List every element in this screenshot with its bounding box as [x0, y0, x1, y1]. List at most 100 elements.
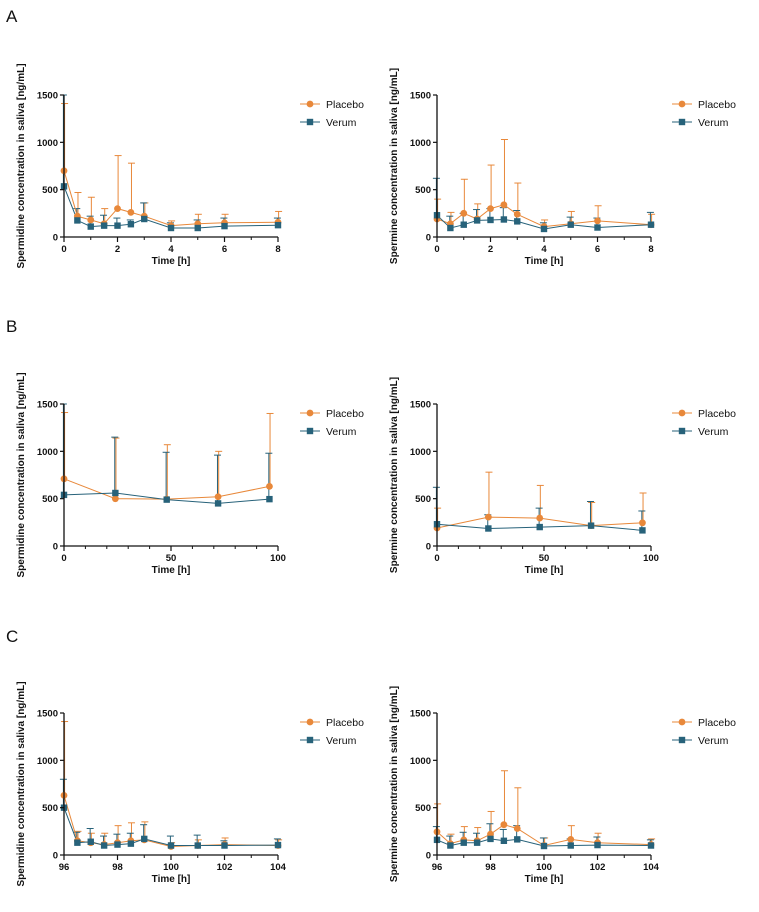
data-point-verum — [274, 841, 282, 849]
legend: Placebo Verum — [672, 99, 736, 129]
error-bar — [266, 412, 274, 487]
data-point-verum — [214, 500, 222, 507]
data-point-verum — [127, 840, 135, 847]
error-bar — [536, 484, 544, 519]
error-bar — [265, 452, 273, 500]
legend-marker-verum — [306, 427, 314, 435]
data-point-verum — [647, 221, 655, 228]
error-bar — [163, 444, 171, 500]
data-point-verum — [460, 221, 467, 228]
data-point-verum — [487, 835, 494, 843]
data-point-verum — [127, 221, 135, 228]
x-tick-label: 0 — [61, 244, 66, 255]
legend-marker-placebo — [678, 100, 686, 108]
x-tick-label: 102 — [217, 862, 233, 873]
data-point-verum — [87, 838, 94, 845]
legend-label-verum: Verum — [698, 426, 729, 438]
data-point-verum — [114, 841, 121, 848]
x-tick-label: 100 — [643, 553, 659, 564]
data-point-placebo — [111, 495, 119, 503]
y-tick-label: 1000 — [37, 756, 58, 767]
series-line-placebo — [63, 170, 279, 227]
data-point-placebo — [127, 208, 135, 216]
chart-c-left: 0 500 1000 1500 96 98 100 102 104 Time [h] Spermid… — [16, 681, 364, 886]
series-line-placebo — [63, 795, 279, 848]
error-bar — [112, 437, 120, 499]
data-point-verum — [112, 489, 119, 497]
data-point-verum — [141, 835, 148, 843]
y-tick-label: 1000 — [410, 447, 431, 458]
chart-a-left: 0 500 1000 1500 0 2 4 6 8 Time [h] Spermidine conc… — [16, 63, 364, 268]
panel-label-a: A — [6, 7, 18, 26]
data-point-verum — [167, 842, 175, 849]
error-bar — [487, 810, 495, 835]
x-tick-label: 0 — [434, 553, 439, 564]
x-tick-label: 4 — [541, 244, 547, 255]
x-tick-label: 100 — [270, 553, 286, 564]
x-axis-label: Time [h] — [152, 874, 191, 885]
x-tick-label: 50 — [539, 553, 550, 564]
data-point-placebo — [500, 201, 508, 209]
data-point-verum — [473, 839, 481, 846]
y-tick-label: 1500 — [410, 709, 431, 720]
x-tick-label: 50 — [166, 553, 177, 564]
data-point-verum — [647, 842, 655, 849]
data-point-verum — [460, 839, 467, 846]
legend-label-placebo: Placebo — [698, 99, 736, 111]
legend-marker-placebo — [306, 409, 314, 417]
panel-label-b: B — [6, 317, 17, 336]
legend-label-placebo: Placebo — [326, 99, 364, 111]
legend-label-placebo: Placebo — [698, 408, 736, 420]
chart-b-left: 0 500 1000 1500 0 50 100 Time [h] Spermidine con… — [16, 372, 364, 577]
data-point-placebo — [513, 210, 521, 218]
legend-marker-placebo — [306, 100, 314, 108]
legend: Placebo Verum — [672, 408, 736, 438]
data-point-verum — [74, 839, 81, 846]
data-point-verum — [594, 841, 601, 849]
y-tick-label: 0 — [426, 851, 431, 862]
data-point-verum — [194, 224, 201, 232]
error-bar — [588, 501, 596, 526]
y-tick-label: 1500 — [37, 400, 58, 411]
data-point-verum — [540, 225, 548, 233]
error-bar — [162, 451, 170, 500]
data-point-verum — [114, 222, 121, 229]
data-point-verum — [473, 217, 481, 224]
x-tick-label: 4 — [168, 244, 174, 255]
data-point-verum — [594, 224, 601, 231]
chart-b-right: 0 500 1000 1500 0 50 100 Time [h] Spermine conce… — [389, 377, 736, 576]
x-tick-label: 6 — [222, 244, 227, 255]
panel-label-c: C — [6, 627, 18, 646]
legend-label-placebo: Placebo — [698, 717, 736, 729]
x-tick-label: 8 — [275, 244, 280, 255]
error-bar — [485, 471, 493, 518]
data-point-placebo — [214, 493, 222, 501]
data-point-placebo — [500, 821, 508, 829]
error-bar — [514, 182, 522, 215]
legend-label-verum: Verum — [698, 117, 729, 129]
y-axis-label: Spermidine concentration in saliva [ng/m… — [16, 63, 27, 268]
data-point-verum — [167, 224, 175, 232]
data-point-verum — [100, 842, 108, 849]
data-point-verum — [487, 216, 494, 224]
y-tick-label: 1000 — [410, 138, 431, 149]
y-axis-label: Spermine concentration in saliva [ng/mL] — [389, 68, 400, 264]
error-bar — [586, 501, 594, 526]
data-point-verum — [221, 222, 228, 230]
y-tick-label: 1500 — [37, 709, 58, 720]
error-bar — [74, 192, 82, 217]
data-point-placebo — [536, 514, 544, 522]
y-tick-label: 1000 — [410, 756, 431, 767]
y-tick-label: 0 — [426, 233, 431, 244]
data-point-verum — [540, 842, 548, 850]
y-axis-label: Spermidine concentration in saliva [ng/m… — [16, 372, 27, 577]
legend-label-verum: Verum — [326, 117, 357, 129]
error-bar — [500, 138, 508, 205]
y-tick-label: 0 — [426, 542, 431, 553]
legend-marker-verum — [678, 427, 686, 435]
data-point-verum — [500, 216, 508, 223]
x-tick-label: 96 — [59, 862, 70, 873]
legend-label-placebo: Placebo — [326, 717, 364, 729]
